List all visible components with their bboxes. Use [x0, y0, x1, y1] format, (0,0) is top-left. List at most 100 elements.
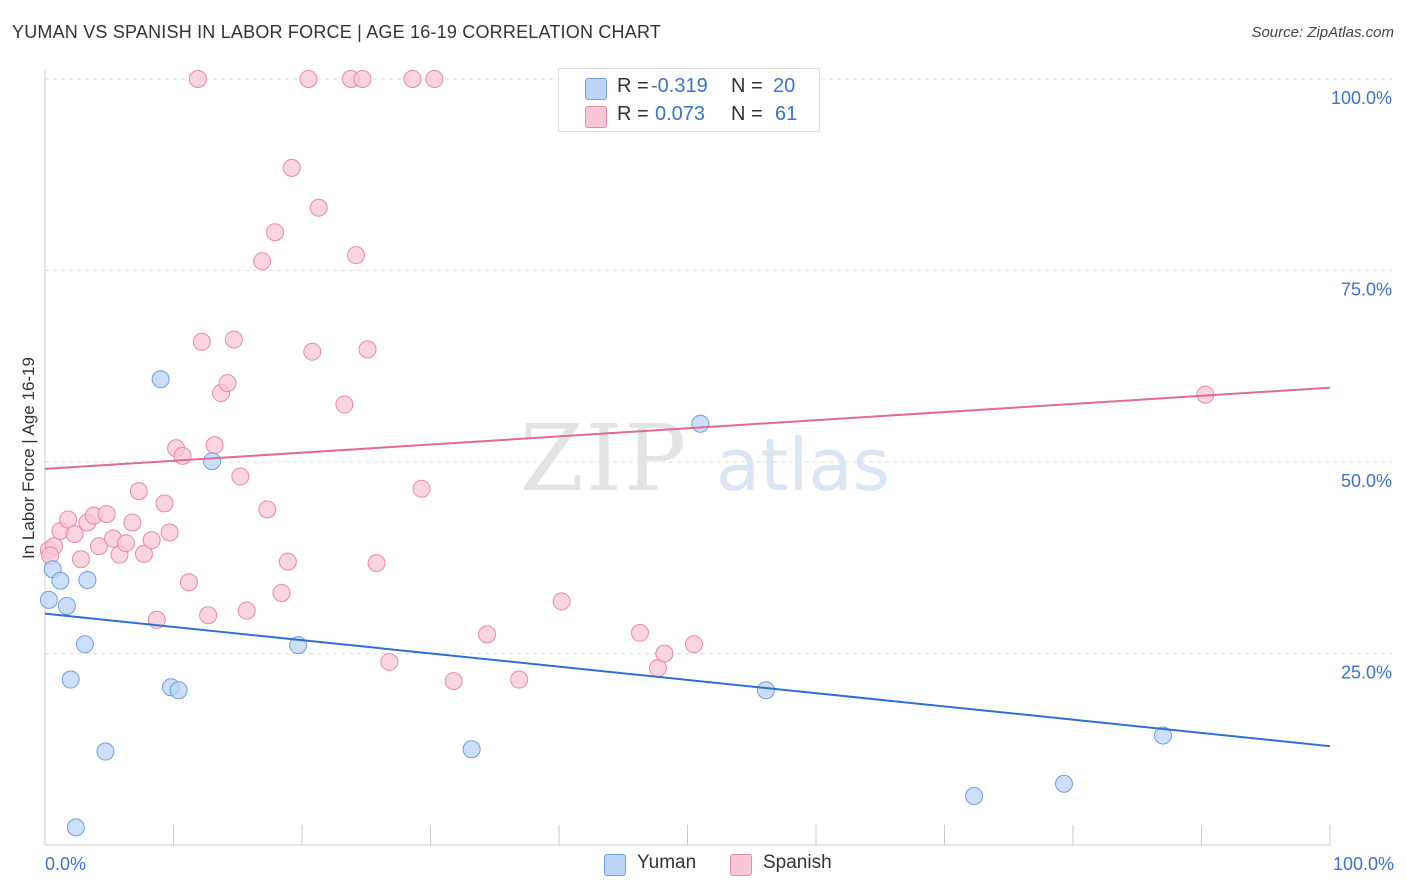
spanish-point	[282, 158, 301, 177]
yuman-point	[965, 786, 984, 805]
n-label: N =	[731, 75, 763, 97]
spanish-point	[478, 625, 497, 644]
yuman-point	[78, 570, 97, 589]
spanish-point	[97, 505, 116, 524]
x-tick-label-min: 0.0%	[45, 854, 86, 874]
spanish-point	[258, 500, 277, 519]
spanish-point	[123, 513, 142, 532]
spanish-point	[116, 534, 135, 553]
spanish-point	[346, 246, 365, 265]
spanish-point	[65, 525, 84, 544]
y-axis-label: In Labor Force | Age 16-19	[19, 357, 38, 559]
spanish-point	[188, 70, 207, 88]
spanish-point	[134, 544, 153, 563]
n-label: N =	[731, 103, 763, 125]
y-tick-label: 25.0%	[1341, 663, 1392, 683]
chart-title: YUMAN VS SPANISH IN LABOR FORCE | AGE 16…	[12, 22, 662, 42]
spanish-point	[412, 479, 431, 498]
spanish-points	[39, 70, 1215, 691]
watermark-zip: ZIP	[520, 405, 688, 512]
yuman-point	[57, 597, 76, 616]
yuman-point	[96, 742, 115, 761]
yuman-point	[151, 370, 170, 389]
spanish-point	[358, 340, 377, 359]
spanish-point	[179, 573, 198, 592]
spanish-point	[231, 467, 250, 486]
x-tick-labels: 0.0% 100.0%	[45, 854, 1394, 874]
spanish-point	[237, 601, 256, 620]
axes	[44, 70, 1331, 846]
spanish-point	[278, 552, 297, 571]
spanish-point	[129, 482, 148, 501]
yuman-point	[1055, 774, 1074, 793]
legend-label-yuman: Yuman	[637, 852, 697, 873]
source-label: Source: ZipAtlas.com	[1251, 24, 1394, 41]
yuman-point	[61, 670, 80, 689]
yuman-point	[203, 452, 222, 471]
spanish-point	[266, 223, 285, 242]
spanish-point	[205, 436, 224, 455]
r-value: -0.319	[651, 75, 708, 97]
spanish-trend-line	[44, 386, 1331, 470]
spanish-point	[303, 342, 322, 361]
r-label: R =	[617, 103, 649, 125]
yuman-point	[462, 740, 481, 759]
spanish-point	[192, 332, 211, 351]
spanish-point	[71, 550, 90, 569]
yuman-swatch	[604, 854, 626, 876]
spanish-point	[630, 623, 649, 642]
yuman-point	[756, 681, 775, 700]
yuman-point	[1153, 726, 1172, 745]
spanish-point	[224, 330, 243, 349]
x-tick-label-max: 100.0%	[1333, 854, 1394, 874]
yuman-point	[75, 635, 94, 654]
spanish-point	[142, 531, 161, 550]
n-value: 61	[775, 103, 798, 125]
n-value: 20	[773, 75, 796, 97]
watermark: ZIP atlas	[520, 405, 890, 512]
stats-legend: R = -0.319 N = 20 R = 0.073 N = 61	[558, 68, 820, 132]
spanish-point	[335, 395, 354, 414]
spanish-point	[380, 652, 399, 671]
yuman-point	[51, 571, 70, 590]
spanish-point	[684, 635, 703, 654]
legend-row-yuman: R = -0.319 N = 20	[559, 73, 819, 101]
spanish-point	[367, 554, 386, 573]
spanish-point	[444, 672, 463, 691]
spanish-swatch	[585, 106, 607, 128]
yuman-trend-line	[44, 612, 1331, 748]
spanish-point	[353, 70, 372, 88]
spanish-point	[155, 494, 174, 513]
spanish-point	[253, 252, 272, 271]
yuman-points	[39, 370, 1172, 837]
spanish-point	[655, 644, 674, 663]
yuman-swatch	[585, 78, 607, 100]
spanish-point	[403, 70, 422, 88]
spanish-point	[510, 670, 529, 689]
yuman-point	[169, 681, 188, 700]
r-value: 0.073	[655, 103, 706, 125]
spanish-point	[199, 606, 218, 625]
yuman-point	[691, 414, 710, 433]
y-tick-label: 50.0%	[1341, 471, 1392, 491]
spanish-point	[89, 537, 108, 556]
spanish-point	[309, 198, 328, 217]
trend-lines	[44, 386, 1331, 748]
legend-row-spanish: R = 0.073 N = 61	[559, 101, 819, 129]
yuman-point	[39, 590, 58, 609]
r-label: R =	[617, 75, 649, 97]
y-tick-label: 75.0%	[1341, 280, 1392, 300]
spanish-point	[299, 70, 318, 88]
spanish-point	[173, 446, 192, 465]
spanish-point	[218, 374, 237, 393]
yuman-point	[66, 818, 85, 837]
spanish-swatch	[730, 854, 752, 876]
legend-label-spanish: Spanish	[763, 852, 832, 873]
spanish-point	[160, 523, 179, 542]
y-tick-labels: 25.0% 50.0% 75.0% 100.0%	[1331, 88, 1392, 683]
watermark-atlas: atlas	[716, 423, 890, 507]
y-tick-label: 100.0%	[1331, 88, 1392, 108]
spanish-point	[425, 70, 444, 88]
spanish-point	[552, 592, 571, 611]
